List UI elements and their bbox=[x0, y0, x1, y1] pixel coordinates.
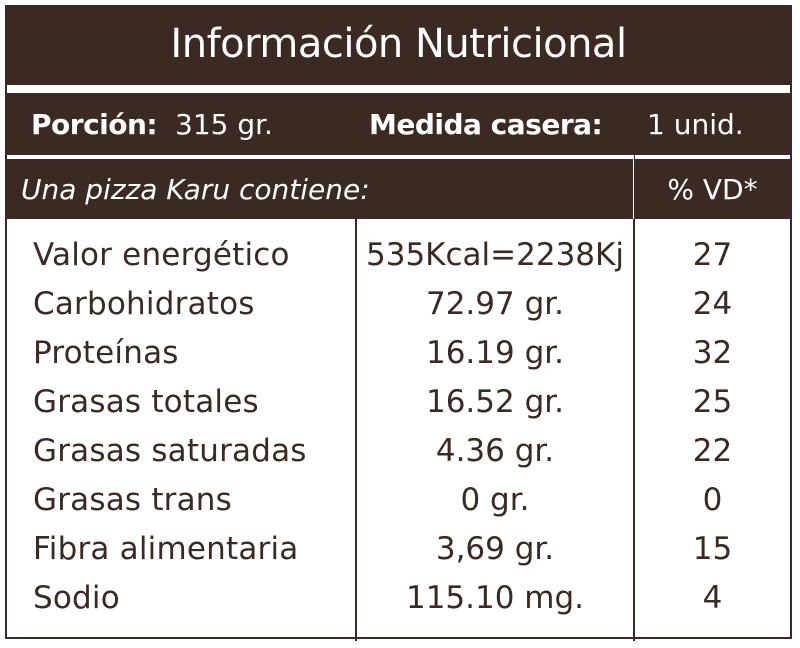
portion-bar: Porción: 315 gr. Medida casera: 1 unid. bbox=[7, 93, 790, 155]
daily-value-header: % VD* bbox=[667, 173, 758, 206]
table-row: Fibra alimentaria 3,69 gr. 15 bbox=[7, 529, 790, 578]
nutrient-table: Valor energético 535Kcal=2238Kj 27 Carbohid… bbox=[7, 235, 790, 627]
nutrient-name: Grasas totales bbox=[33, 384, 259, 420]
table-row: Grasas saturadas 4.36 gr. 22 bbox=[7, 431, 790, 480]
table-row: Valor energético 535Kcal=2238Kj 27 bbox=[7, 235, 790, 284]
column-divider bbox=[633, 155, 634, 219]
nutrient-name: Proteínas bbox=[33, 335, 179, 371]
table-row: Grasas trans 0 gr. 0 bbox=[7, 480, 790, 529]
nutrient-amount: 4.36 gr. bbox=[435, 433, 555, 469]
nutrient-amount: 3,69 gr. bbox=[435, 531, 555, 567]
household-measure-label: Medida casera: bbox=[369, 108, 603, 141]
nutrient-daily-value: 32 bbox=[692, 335, 733, 371]
nutrient-name: Grasas trans bbox=[33, 482, 233, 518]
nutrient-daily-value: 0 bbox=[702, 482, 723, 518]
nutrient-amount: 16.19 gr. bbox=[425, 335, 565, 371]
table-row: Carbohidratos 72.97 gr. 24 bbox=[7, 284, 790, 333]
contains-bar: Una pizza Karu contiene: % VD* bbox=[7, 159, 790, 219]
nutrient-daily-value: 4 bbox=[702, 580, 723, 616]
contains-label: Una pizza Karu contiene: bbox=[21, 173, 370, 206]
nutrient-daily-value: 15 bbox=[692, 531, 733, 567]
nutrient-amount: 72.97 gr. bbox=[425, 286, 565, 322]
title-bar: Información Nutricional bbox=[7, 7, 790, 85]
portion-value: 315 gr. bbox=[175, 108, 273, 141]
nutrient-daily-value: 27 bbox=[692, 237, 733, 273]
nutrient-name: Valor energético bbox=[33, 237, 290, 273]
nutrient-daily-value: 25 bbox=[692, 384, 733, 420]
page-title: Información Nutricional bbox=[170, 21, 627, 67]
table-row: Grasas totales 16.52 gr. 25 bbox=[7, 382, 790, 431]
nutrient-name: Carbohidratos bbox=[33, 286, 255, 322]
nutrient-name: Fibra alimentaria bbox=[33, 531, 299, 567]
nutrient-amount: 535Kcal=2238Kj bbox=[366, 237, 624, 273]
household-measure-value: 1 unid. bbox=[647, 108, 744, 141]
nutrient-name: Sodio bbox=[33, 580, 120, 616]
column-divider bbox=[355, 219, 357, 641]
table-row: Proteínas 16.19 gr. 32 bbox=[7, 333, 790, 382]
nutrient-daily-value: 24 bbox=[692, 286, 733, 322]
column-divider bbox=[633, 155, 635, 641]
nutrient-amount: 0 gr. bbox=[460, 482, 530, 518]
portion-label: Porción: bbox=[31, 108, 158, 141]
nutrient-amount: 115.10 mg. bbox=[405, 580, 585, 616]
nutrient-daily-value: 22 bbox=[692, 433, 733, 469]
nutrient-amount: 16.52 gr. bbox=[425, 384, 565, 420]
nutrition-facts-panel: Información Nutricional Porción: 315 gr.… bbox=[5, 5, 792, 641]
nutrient-name: Grasas saturadas bbox=[33, 433, 307, 469]
table-row: Sodio 115.10 mg. 4 bbox=[7, 578, 790, 627]
